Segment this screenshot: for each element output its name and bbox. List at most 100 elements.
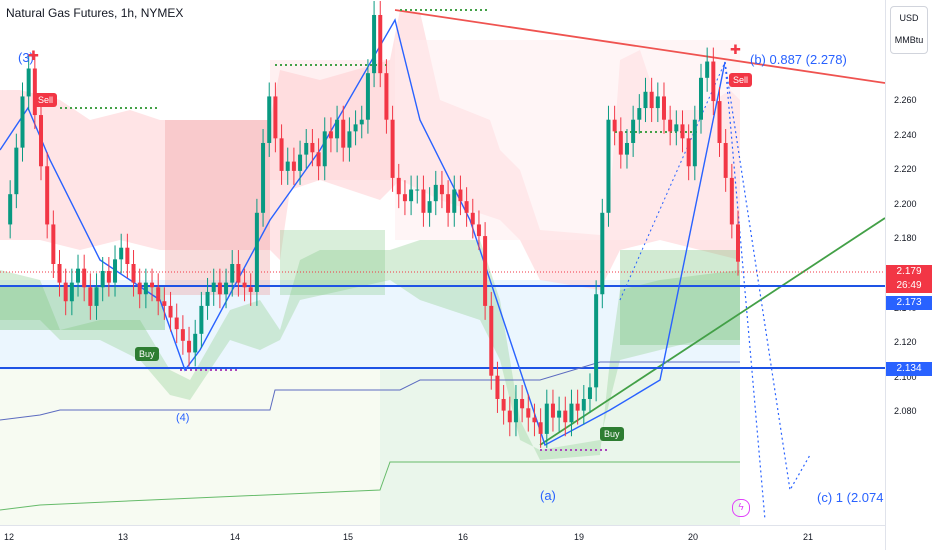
candle-body [242, 282, 247, 288]
candle-body [180, 329, 185, 341]
candle-body [606, 119, 611, 213]
candle-body [581, 398, 586, 411]
uptrend-line[interactable] [539, 217, 885, 446]
sell-signal-2[interactable]: Sell [729, 73, 753, 87]
green-zone [380, 370, 740, 525]
candle-body [365, 73, 370, 120]
candle-body [643, 91, 648, 109]
candle-body [594, 294, 599, 388]
candle-body [273, 96, 278, 139]
candle-body [230, 264, 235, 283]
candle-body [489, 305, 494, 376]
candle-body [544, 403, 549, 434]
candle-body [698, 77, 703, 120]
candle-body [316, 152, 321, 167]
x-tick-label: 15 [343, 532, 354, 542]
time-axis[interactable]: 12 13 14 15 16 19 20 21 [0, 525, 885, 551]
candle-body [261, 142, 266, 213]
candle-body [57, 264, 62, 283]
candle-body [322, 131, 327, 167]
y-tick-label: 2.120 [894, 337, 917, 348]
candle-body [100, 270, 105, 288]
candle-body [446, 194, 451, 213]
unit-selector[interactable]: USD MMBtu [890, 6, 928, 54]
candle-body [711, 61, 716, 102]
candle-body [8, 194, 13, 225]
candle-body [600, 212, 605, 295]
candle-body [328, 131, 333, 139]
candle-body [199, 305, 204, 334]
candle-body [452, 189, 457, 213]
buy-signal-2[interactable]: Buy [600, 427, 624, 441]
candle-body [495, 375, 500, 399]
y-tick-label: 2.200 [894, 198, 917, 209]
sell-signal-1[interactable]: Sell [34, 93, 58, 107]
candle-body [476, 224, 481, 237]
candles-group [8, 1, 740, 448]
candle-body [532, 417, 537, 423]
candle-body [304, 142, 309, 155]
projection-line-1 [724, 61, 766, 521]
x-tick-label: 21 [803, 532, 814, 542]
currency-label: USD [899, 13, 919, 23]
downtrend-line[interactable] [394, 9, 885, 84]
red-box-1 [165, 120, 270, 295]
red-box-3 [270, 60, 390, 180]
candle-body [150, 282, 155, 288]
level-tag-1: 2.173 [886, 296, 932, 310]
candle-body [612, 119, 617, 132]
candle-body [88, 287, 93, 306]
projection-line-3 [619, 61, 726, 301]
candle-body [353, 124, 358, 132]
red-envelope [0, 10, 740, 290]
candle-body [45, 166, 50, 225]
candle-body [668, 119, 673, 132]
candle-body [575, 403, 580, 411]
lightning-icon[interactable]: ϟ [732, 499, 750, 517]
candle-body [193, 333, 198, 353]
countdown: 26:49 [896, 280, 922, 291]
candle-body [415, 189, 420, 191]
candle-body [705, 61, 710, 78]
candle-body [137, 282, 142, 295]
candle-body [156, 287, 161, 302]
candle-body [347, 131, 352, 148]
candle-body [285, 161, 290, 171]
candle-body [51, 224, 56, 264]
y-tick-label: 2.260 [894, 95, 917, 105]
candle-body [384, 73, 389, 120]
y-tick-label: 2.240 [894, 129, 917, 140]
chart-area[interactable]: Natural Gas Futures, 1h, NYMEX (3) (a) (… [0, 0, 885, 525]
candle-body [513, 398, 518, 423]
candle-body [655, 96, 660, 109]
y-tick-label: 2.100 [894, 371, 917, 382]
candle-body [76, 268, 81, 283]
candle-body [550, 403, 555, 418]
candle-body [254, 212, 259, 292]
plus-icon-red-2: ✚ [730, 42, 741, 57]
candle-body [168, 305, 173, 318]
candle-body [131, 264, 136, 283]
candle-body [520, 398, 525, 409]
wave-zigzag[interactable] [0, 18, 726, 447]
candle-body [637, 108, 642, 120]
candle-body [507, 410, 512, 423]
wave-label-4: (4) [176, 412, 190, 424]
candle-body [661, 96, 666, 120]
candle-body [341, 119, 346, 148]
candle-body [526, 408, 531, 418]
candle-body [470, 212, 475, 225]
candle-body [464, 201, 469, 213]
x-tick-label: 19 [574, 532, 585, 542]
wave-label-a: (a) [540, 488, 556, 503]
candle-body [291, 161, 296, 171]
candle-body [94, 287, 99, 306]
chart-canvas [0, 1, 885, 525]
buy-signal-1[interactable]: Buy [135, 347, 159, 361]
candle-body [14, 147, 19, 195]
blue-zone [0, 280, 740, 370]
candle-body [587, 387, 592, 399]
support-stair [0, 461, 740, 511]
candle-body [211, 282, 216, 292]
y-tick-label: 2.220 [894, 164, 917, 175]
